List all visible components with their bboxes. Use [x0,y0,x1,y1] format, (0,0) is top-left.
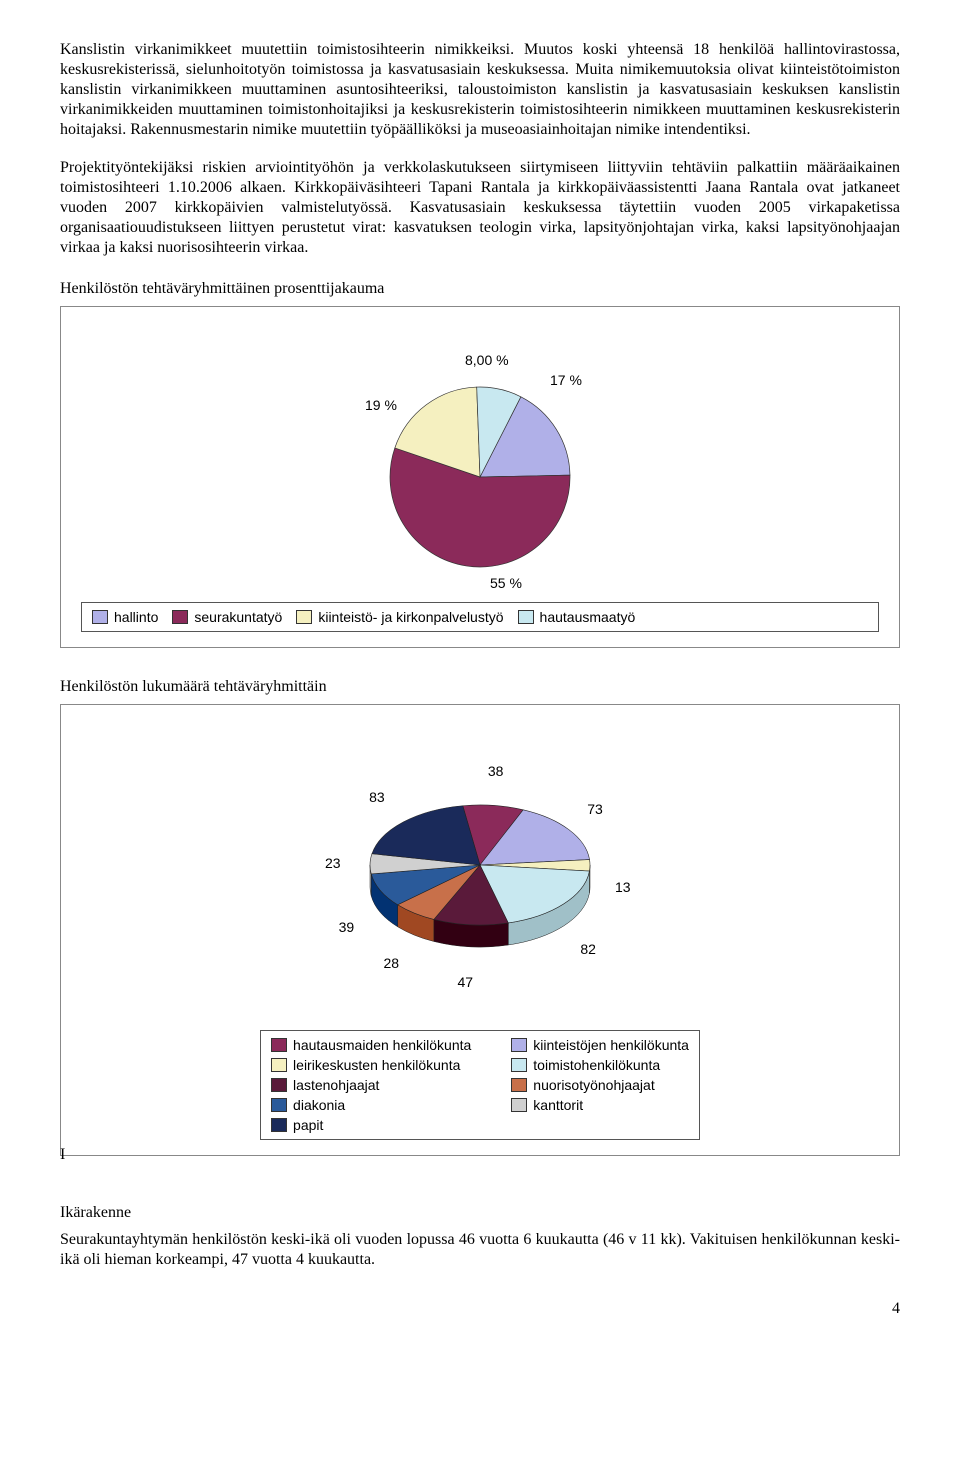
chart1-pie: 17 %55 %19 %8,00 % [270,327,690,587]
pie-slice-label: 17 % [550,372,582,388]
chart2-legend: hautausmaiden henkilökunta kiinteistöjen … [260,1030,700,1140]
pie-slice-label: 83 [369,789,385,805]
pie-slice-label: 82 [580,941,596,957]
side-letter: I [60,1146,900,1164]
legend-item: seurakuntatyö [172,609,282,625]
paragraph-1: Kanslistin virkanimikkeet muutettiin toi… [60,40,900,140]
pie-slice-label: 39 [339,919,355,935]
legend-item: papit [271,1117,471,1133]
chart2-pie: 38 73 13 82 47 28 39 23 83 [270,725,690,1015]
legend-item: leirikeskusten henkilökunta [271,1057,471,1073]
pie-slice-label: 73 [587,801,603,817]
legend-item: hautausmaatyö [518,609,636,625]
pie-slice-label: 13 [615,879,631,895]
chart1-legend: hallinto seurakuntatyö kiinteistö- ja kirk… [81,602,879,632]
legend-item: lastenohjaajat [271,1077,471,1093]
pie-slice-label: 55 % [490,575,522,591]
legend-item: hautausmaiden henkilökunta [271,1037,471,1053]
pie-slice-label: 28 [383,955,399,971]
legend-item: toimistohenkilökunta [511,1057,689,1073]
legend-item: nuorisotyönohjaajat [511,1077,689,1093]
pie-slice-label: 8,00 % [465,352,509,368]
chart1-container: 17 % 55 % 19 % 8,00 % hallinto seurakuntatyö… [60,306,900,648]
legend-item: diakonia [271,1097,471,1113]
pie-slice-label: 47 [458,974,474,990]
ikarakenne-title: Ikärakenne [60,1204,900,1222]
chart2-title: Henkilöstön lukumäärä tehtäväryhmittäin [60,678,900,696]
legend-item: kiinteistöjen henkilökunta [511,1037,689,1053]
ikarakenne-text: Seurakuntayhtymän henkilöstön keski-ikä … [60,1230,900,1270]
legend-item: kanttorit [511,1097,689,1113]
page-number: 4 [60,1300,900,1318]
chart1-title: Henkilöstön tehtäväryhmittäinen prosentt… [60,280,900,298]
pie-slice-label: 19 % [365,397,397,413]
legend-item: hallinto [92,609,158,625]
paragraph-2: Projektityöntekijäksi riskien arviointit… [60,158,900,258]
pie-slice-label: 23 [325,855,341,871]
chart2-container: 38 73 13 82 47 28 39 23 83 hautausmaiden henkilö… [60,704,900,1156]
legend-item: kiinteistö- ja kirkonpalvelustyö [296,609,503,625]
pie-slice-label: 38 [488,763,504,779]
